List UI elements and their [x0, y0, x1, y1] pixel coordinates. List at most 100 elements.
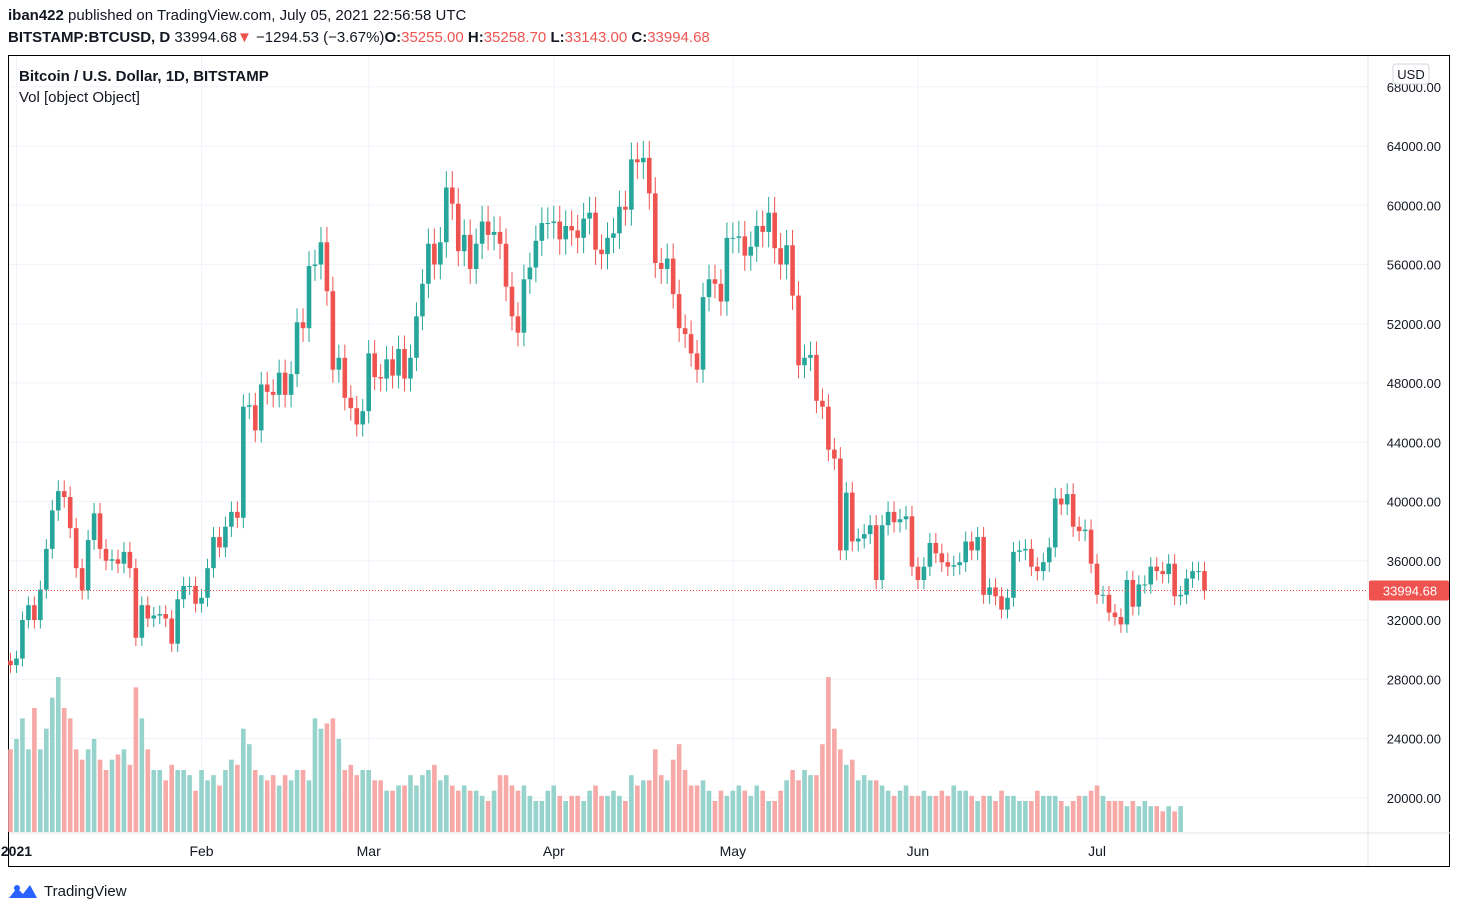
candle-body	[85, 540, 91, 591]
candle-body	[288, 374, 294, 395]
candle-body	[1070, 494, 1076, 527]
price-change: −1294.53 (−3.67%)	[256, 29, 385, 46]
y-tick-label: 52000.00	[1387, 317, 1441, 332]
volume-bar	[193, 790, 198, 832]
candle-body	[849, 492, 855, 542]
tradingview-logo[interactable]: TradingView	[8, 880, 127, 902]
volume-bar	[718, 790, 724, 832]
author-name[interactable]: iban422	[8, 7, 64, 24]
candle-body	[1058, 498, 1064, 505]
candle-body	[1118, 617, 1124, 625]
candle-body	[38, 589, 43, 620]
volume-bar	[300, 770, 306, 832]
volume-bar	[229, 759, 234, 832]
candle-body	[1094, 563, 1100, 595]
candle-body	[223, 526, 228, 548]
candle-body	[1076, 526, 1082, 532]
candle-body	[79, 568, 85, 591]
candle-body	[139, 605, 145, 638]
volume-bar	[676, 744, 682, 832]
candle-body	[617, 206, 622, 234]
volume-bar	[103, 770, 109, 832]
y-tick-label: 44000.00	[1387, 435, 1441, 450]
candle-body	[121, 551, 127, 564]
volume-bar	[1023, 801, 1028, 832]
candle-body	[455, 203, 461, 252]
volume-bar	[151, 770, 157, 832]
candle-body	[975, 537, 980, 551]
volume-bar	[264, 780, 270, 832]
candle-body	[420, 283, 425, 317]
candle-body	[1035, 566, 1040, 572]
volume-bar	[814, 775, 819, 832]
candle-body	[235, 511, 240, 518]
candle-body	[264, 384, 270, 392]
candle-body	[1011, 551, 1016, 598]
volume-bar	[903, 785, 909, 832]
volume-bar	[527, 795, 533, 832]
candle-body	[247, 405, 252, 407]
volume-bar	[730, 790, 736, 832]
candle-body	[832, 449, 837, 459]
chart-frame[interactable]	[8, 55, 1450, 867]
candle-body	[181, 585, 186, 600]
volume-bar	[354, 775, 360, 832]
publish-info: iban422 published on TradingView.com, Ju…	[8, 6, 466, 26]
volume-bar	[438, 780, 443, 832]
candle-body	[629, 159, 634, 210]
volume-bar	[14, 739, 19, 832]
volume-bar	[772, 801, 777, 832]
candle-body	[133, 568, 139, 638]
volume-bar	[832, 728, 837, 832]
volume-bar	[826, 677, 831, 832]
candle-body	[939, 553, 945, 563]
candle-body	[611, 233, 616, 238]
down-arrow-icon: ▼	[236, 29, 252, 46]
candle-body	[969, 541, 974, 551]
volume-bar	[670, 759, 676, 832]
volume-bar	[426, 770, 431, 832]
low-value: 33143.00	[564, 29, 628, 46]
volume-bar	[1088, 790, 1094, 832]
candle-body	[808, 354, 813, 358]
volume-bar	[348, 764, 354, 832]
volume-bar	[241, 728, 246, 832]
x-tick-label: May	[720, 843, 746, 859]
volume-bar	[55, 677, 61, 832]
volume-bar	[109, 759, 115, 832]
candle-body	[372, 353, 377, 378]
candle-body	[784, 245, 789, 265]
volume-bar	[939, 790, 945, 832]
y-tick-label: 40000.00	[1387, 495, 1441, 510]
candle-body	[599, 249, 604, 255]
candle-body	[348, 397, 354, 409]
volume-bar	[1118, 801, 1124, 832]
volume-bar	[1070, 801, 1076, 832]
volume-bar	[32, 708, 37, 832]
candle-body	[999, 596, 1004, 610]
candle-body	[175, 599, 180, 644]
volume-bar	[485, 801, 491, 832]
volume-bar	[432, 764, 437, 832]
volume-bar	[127, 764, 133, 832]
volume-bar	[975, 801, 980, 832]
candle-body	[1130, 580, 1136, 607]
candle-body	[169, 618, 174, 644]
candle-body	[873, 525, 879, 581]
y-tick-label: 60000.00	[1387, 198, 1441, 213]
volume-bar	[20, 718, 25, 832]
volume-bar	[933, 795, 939, 832]
volume-bar	[641, 780, 646, 832]
volume-bar	[199, 770, 204, 832]
volume-bar	[282, 775, 288, 832]
high-value: 35258.70	[483, 29, 547, 46]
volume-bar	[85, 749, 91, 832]
candle-body	[187, 585, 192, 587]
volume-bar	[1130, 801, 1136, 832]
candle-body	[575, 230, 580, 238]
volume-bar	[366, 770, 371, 832]
tradingview-logo-icon	[9, 885, 37, 898]
candle-body	[396, 348, 401, 376]
candle-body	[1136, 584, 1142, 607]
